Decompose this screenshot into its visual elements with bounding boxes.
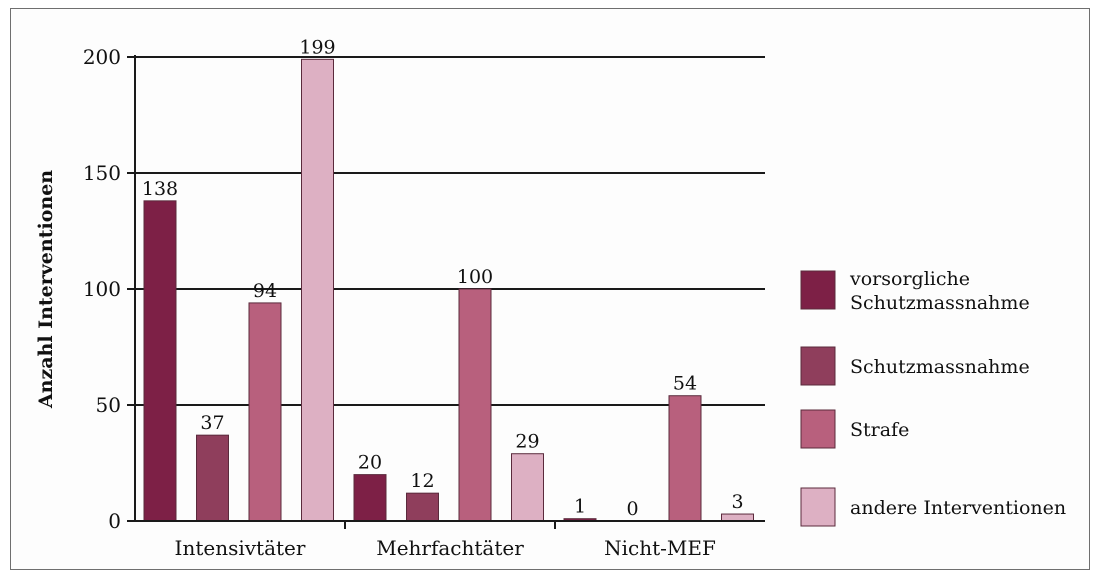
legend: vorsorgliche Schutzmassnahme Schutzmassnah… bbox=[800, 268, 1066, 527]
data-label: 199 bbox=[299, 36, 335, 58]
y-tick-label: 50 bbox=[96, 393, 121, 417]
y-tick-label: 200 bbox=[83, 45, 121, 69]
bar bbox=[196, 434, 229, 522]
y-tick-label: 0 bbox=[108, 509, 121, 533]
legend-swatch bbox=[800, 487, 836, 527]
bar bbox=[511, 453, 544, 522]
y-tick-label: 100 bbox=[83, 277, 121, 301]
bar bbox=[668, 395, 702, 522]
bar bbox=[406, 492, 439, 522]
x-category-labels: Intensivtäter Mehrfachtäter Nicht-MEF bbox=[175, 536, 716, 560]
y-tick-labels: 0 50 100 150 200 bbox=[83, 45, 121, 533]
legend-label: vorsorgliche Schutzmassnahme bbox=[849, 268, 1030, 314]
axes bbox=[127, 55, 765, 529]
legend-swatch bbox=[800, 270, 836, 310]
legend-label: Strafe bbox=[850, 419, 909, 441]
data-label: 20 bbox=[358, 452, 382, 474]
data-label: 100 bbox=[457, 266, 493, 288]
data-label: 37 bbox=[200, 412, 224, 434]
bar bbox=[248, 302, 282, 522]
x-category-label: Nicht-MEF bbox=[604, 536, 716, 560]
data-label: 0 bbox=[626, 498, 638, 520]
y-axis-label: Anzahl Interventionen bbox=[35, 170, 57, 409]
legend-label: Schutzmassnahme bbox=[850, 356, 1030, 378]
bar bbox=[458, 288, 492, 522]
data-label: 3 bbox=[731, 491, 743, 513]
data-label: 94 bbox=[253, 280, 277, 302]
legend-swatch bbox=[800, 346, 836, 386]
x-category-label: Intensivtäter bbox=[175, 536, 306, 560]
legend-swatch bbox=[800, 409, 836, 449]
bars bbox=[143, 58, 754, 522]
bar bbox=[721, 513, 754, 522]
data-label: 1 bbox=[574, 496, 586, 518]
bar bbox=[143, 200, 177, 522]
y-tick-label: 150 bbox=[83, 161, 121, 185]
bar bbox=[353, 474, 387, 522]
legend-label: andere Interventionen bbox=[850, 497, 1066, 519]
bar bbox=[301, 58, 334, 522]
data-label: 54 bbox=[673, 373, 697, 395]
gridlines bbox=[135, 56, 765, 406]
data-label: 29 bbox=[515, 431, 539, 453]
data-label: 138 bbox=[142, 178, 178, 200]
x-category-label: Mehrfachtäter bbox=[376, 536, 524, 560]
data-label: 12 bbox=[410, 470, 434, 492]
data-labels: 138 37 94 199 20 12 100 29 1 0 54 3 bbox=[142, 36, 744, 520]
